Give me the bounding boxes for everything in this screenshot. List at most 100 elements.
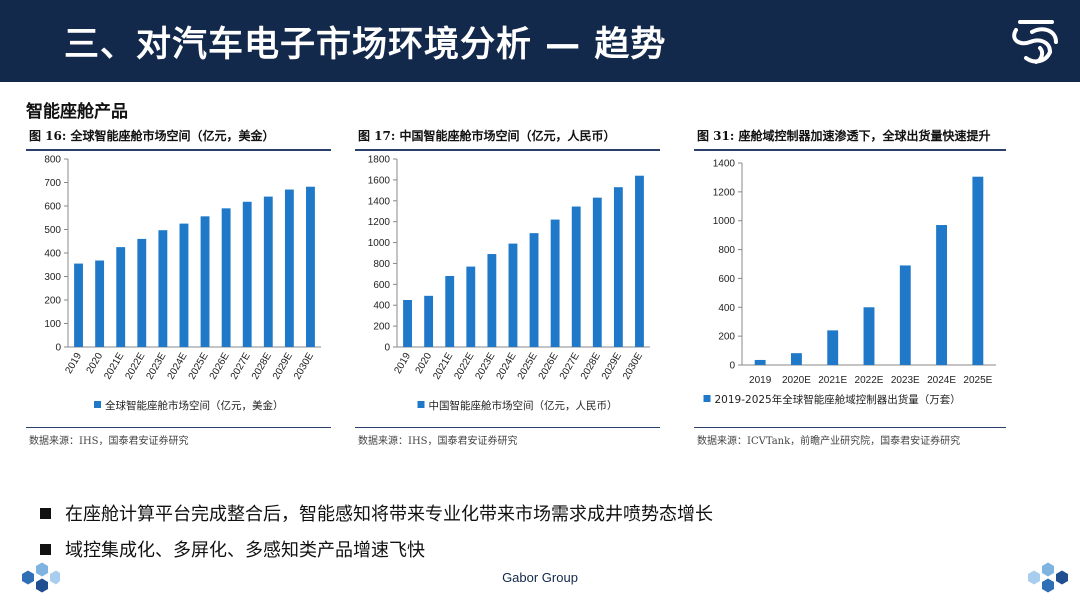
bar [74, 263, 83, 347]
bar [403, 300, 412, 347]
bar [221, 208, 231, 347]
bar [972, 176, 984, 365]
y-tick-label: 100 [44, 319, 61, 330]
legend-label: 中国智能座舱市场空间（亿元，人民币） [429, 399, 618, 412]
chart-title: 图 17: 中国智能座舱市场空间（亿元，人民币） [355, 125, 660, 151]
x-tick-label: 2020E [782, 375, 811, 386]
x-tick-label: 2019 [63, 351, 84, 376]
x-tick-label: 2021E [818, 375, 847, 386]
chart-panel-global: 图 16: 全球智能座舱市场空间（亿元，美金） 0 100 200 300 400 500… [26, 125, 331, 455]
x-tick-label: 2024E [927, 375, 956, 386]
legend-label: 全球智能座舱市场空间（亿元，美金） [105, 399, 284, 412]
y-tick-label: 600 [44, 202, 61, 213]
x-tick-label: 2021E [102, 351, 126, 382]
header-bar: 三、对汽车电子市场环境分析 — 趋势 [0, 0, 1080, 82]
footer-brand: Gabor Group [502, 570, 578, 585]
x-tick-label: 2025E [187, 351, 211, 382]
x-tick-label: 2020 [85, 351, 106, 376]
bar [936, 225, 948, 365]
y-tick-label: 800 [718, 245, 735, 256]
y-tick-label: 200 [718, 332, 735, 343]
bar [284, 189, 294, 347]
square-bullet-icon [40, 543, 51, 555]
x-tick-label: 2024E [495, 351, 519, 382]
y-tick-label: 1200 [368, 217, 391, 228]
chart-panel-controller: 图 31: 座舱域控制器加速渗透下，全球出货量快速提升 0 200 400 600 80… [694, 125, 1006, 455]
x-tick-label: 2023E [891, 375, 920, 386]
slide-title: 三、对汽车电子市场环境分析 — 趋势 [64, 25, 667, 65]
bar [445, 275, 455, 347]
x-tick-label: 2022E [123, 351, 147, 382]
bullet-text: 域控集成化、多屏化、多感知类产品增速飞快 [65, 540, 425, 561]
bar [635, 175, 644, 347]
x-tick-label: 2022E [855, 375, 884, 386]
y-tick-label: 1000 [713, 216, 736, 227]
bar-chart-controller: 0 200 400 600 800 1000 1200 1400 2019 2020E 2021E 2… [703, 159, 996, 406]
bullet-text: 在座舱计算平台完成整合后，智能感知将带来专业化带来市场需求成井喷势态增长 [65, 504, 713, 525]
y-tick-label: 0 [729, 361, 735, 372]
bar [508, 243, 518, 347]
y-tick-label: 800 [373, 259, 390, 270]
x-tick-label: 2026E [208, 351, 232, 382]
legend-swatch [703, 395, 711, 402]
bar [116, 247, 126, 347]
y-tick-label: 1000 [368, 238, 391, 249]
x-tick-label: 2023E [473, 351, 497, 382]
bar [466, 266, 476, 347]
y-tick-label: 600 [718, 274, 735, 285]
legend-label: 2019-2025年全球智能座舱域控制器出货量（万套） [715, 393, 961, 406]
bar [137, 238, 147, 347]
y-tick-label: 600 [373, 280, 390, 291]
y-tick-label: 0 [55, 343, 61, 354]
x-tick-label: 2030E [292, 351, 316, 382]
bullet-item: 在座舱计算平台完成整合后，智能感知将带来专业化带来市场需求成井喷势态增长 [40, 495, 713, 531]
bar [242, 201, 252, 347]
x-tick-label: 2029E [600, 351, 624, 382]
y-tick-label: 0 [384, 343, 390, 354]
x-tick-label: 2030E [621, 351, 645, 382]
bar [592, 197, 602, 347]
y-tick-label: 700 [44, 178, 61, 189]
bar [179, 223, 189, 347]
y-tick-label: 500 [44, 225, 61, 236]
chart-title: 图 16: 全球智能座舱市场空间（亿元，美金） [26, 125, 331, 151]
bar [571, 206, 581, 347]
x-tick-label: 2019 [392, 351, 413, 376]
y-tick-label: 1200 [713, 187, 736, 198]
y-tick-label: 400 [373, 301, 390, 312]
x-tick-label: 2023E [144, 351, 168, 382]
legend-swatch [94, 401, 101, 408]
x-tick-label: 2020 [414, 351, 435, 376]
bar [306, 186, 315, 347]
x-tick-label: 2026E [537, 351, 561, 382]
x-tick-label: 2024E [166, 351, 190, 382]
y-tick-label: 1600 [368, 175, 391, 186]
bar [95, 260, 105, 347]
y-tick-label: 400 [718, 303, 735, 314]
x-tick-label: 2028E [579, 351, 603, 382]
bar [424, 295, 434, 347]
y-tick-label: 1800 [368, 155, 391, 166]
x-tick-label: 2025E [516, 351, 540, 382]
bar [863, 307, 875, 365]
bar [487, 254, 497, 347]
bullet-list: 在座舱计算平台完成整合后，智能感知将带来专业化带来市场需求成井喷势态增长 域控集… [40, 495, 713, 567]
x-tick-label: 2029E [271, 351, 295, 382]
bar [790, 353, 802, 365]
bar [899, 265, 911, 365]
brand-logo-icon [1012, 20, 1058, 64]
y-tick-label: 400 [44, 249, 61, 260]
legend-swatch [417, 401, 425, 408]
chart-source: 数据来源：IHS，国泰君安证券研究 [355, 427, 660, 447]
section-title: 智能座舱产品 [26, 102, 128, 122]
chart-title: 图 31: 座舱域控制器加速渗透下，全球出货量快速提升 [694, 125, 1006, 151]
x-tick-label: 2022E [452, 351, 476, 382]
y-tick-label: 300 [44, 272, 61, 283]
y-tick-label: 200 [373, 322, 390, 333]
hexagon-cluster-icon [1028, 562, 1068, 593]
bar [754, 359, 766, 365]
hexagon-cluster-icon [22, 562, 60, 593]
chart-source: 数据来源：IHS，国泰君安证券研究 [26, 427, 331, 447]
